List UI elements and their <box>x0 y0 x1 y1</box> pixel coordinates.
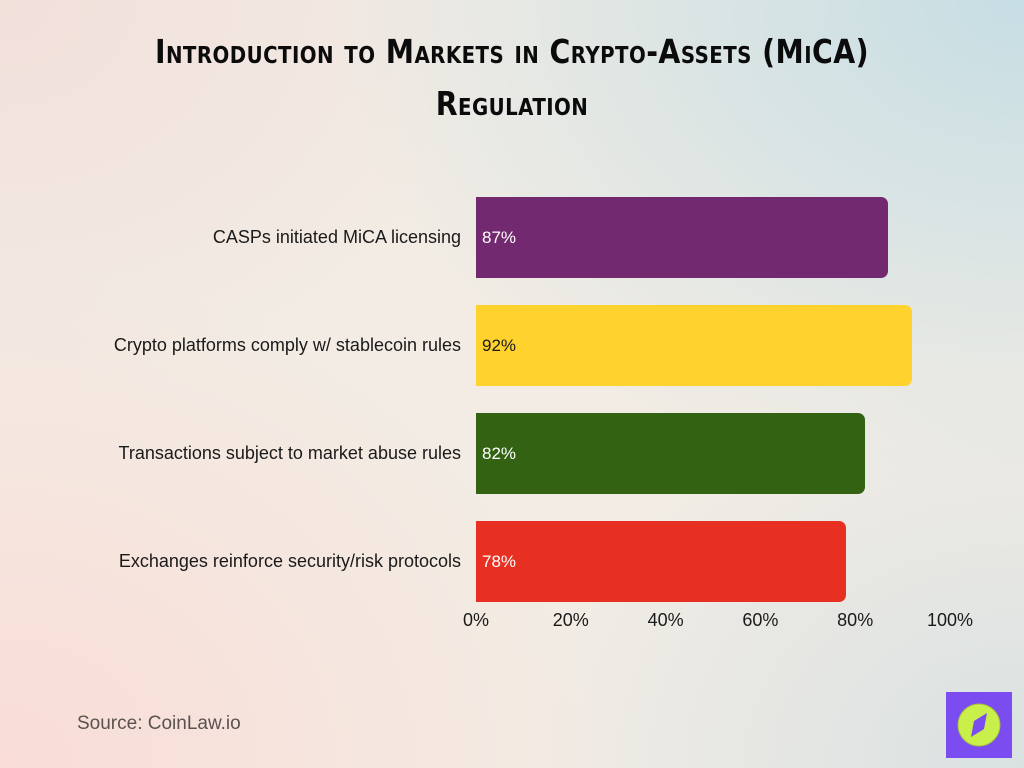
bar-security-protocols: 78% <box>476 521 846 602</box>
x-tick-label: 80% <box>837 610 874 630</box>
bar-casps-licensing: 87% <box>476 197 889 278</box>
category-label: Exchanges reinforce security/risk protoc… <box>118 551 461 571</box>
brand-logo <box>946 692 1012 758</box>
x-tick-label: 0% <box>462 610 490 630</box>
chart-title: Introduction to Markets in Crypto-Assets… <box>72 26 953 130</box>
x-tick-label: 100% <box>926 610 974 630</box>
bar-value-label: 78% <box>482 552 517 571</box>
chart-title-line-2: Regulation <box>435 84 589 123</box>
x-tick-label: 20% <box>552 610 589 630</box>
category-label: CASPs initiated MiCA licensing <box>212 227 461 247</box>
bar-market-abuse-rules: 82% <box>476 413 865 494</box>
x-tick-label: 40% <box>647 610 684 630</box>
bar-stablecoin-compliance: 92% <box>476 305 913 386</box>
bar-value-label: 82% <box>482 444 517 463</box>
x-tick-label: 60% <box>742 610 779 630</box>
bar-value-label: 87% <box>482 228 517 247</box>
compass-icon <box>957 703 1001 747</box>
source-caption: Source: CoinLaw.io <box>77 713 241 734</box>
category-label: Crypto platforms comply w/ stablecoin ru… <box>113 335 461 355</box>
category-label: Transactions subject to market abuse rul… <box>118 443 462 463</box>
chart-title-line-1: Introduction to Markets in Crypto-Assets… <box>154 32 870 71</box>
bar-value-label: 92% <box>482 336 517 355</box>
